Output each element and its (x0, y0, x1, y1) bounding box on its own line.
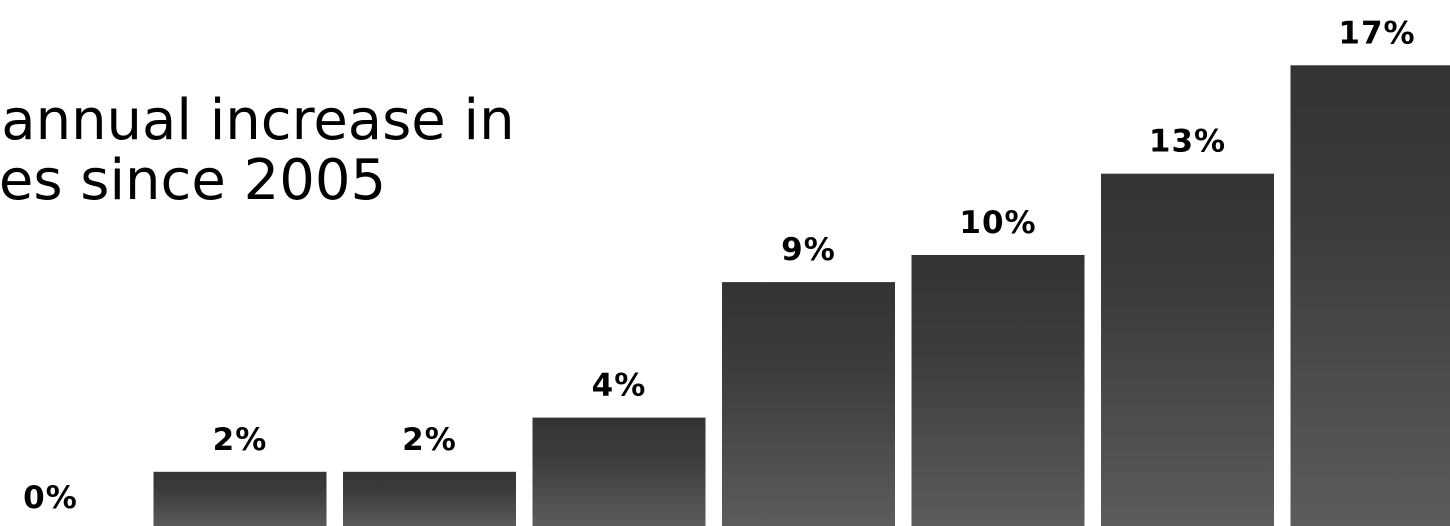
value-labels-group: 0% 2% 2% 4% 9% 10% 13% 17% (23, 15, 1415, 516)
bar-value-label-5: 10% (959, 205, 1036, 241)
bar-6 (1101, 173, 1274, 526)
bar-value-label-7: 17% (1338, 15, 1415, 51)
bar-value-label-2: 2% (402, 422, 457, 458)
bar-value-label-4: 9% (781, 232, 836, 268)
chart-title: e annual increase in ales since 2005 (0, 88, 515, 213)
bar-2 (343, 471, 516, 526)
bar-1 (153, 471, 327, 526)
bar-value-label-3: 4% (592, 368, 647, 404)
bar-value-label-1: 2% (213, 422, 268, 458)
bar-7 (1290, 65, 1450, 526)
bars-group (153, 65, 1450, 526)
bar-5 (911, 255, 1085, 526)
bar-3 (532, 417, 706, 526)
bar-value-label-6: 13% (1149, 124, 1226, 160)
bar-value-label-0: 0% (23, 480, 78, 516)
bar-4 (722, 282, 895, 526)
